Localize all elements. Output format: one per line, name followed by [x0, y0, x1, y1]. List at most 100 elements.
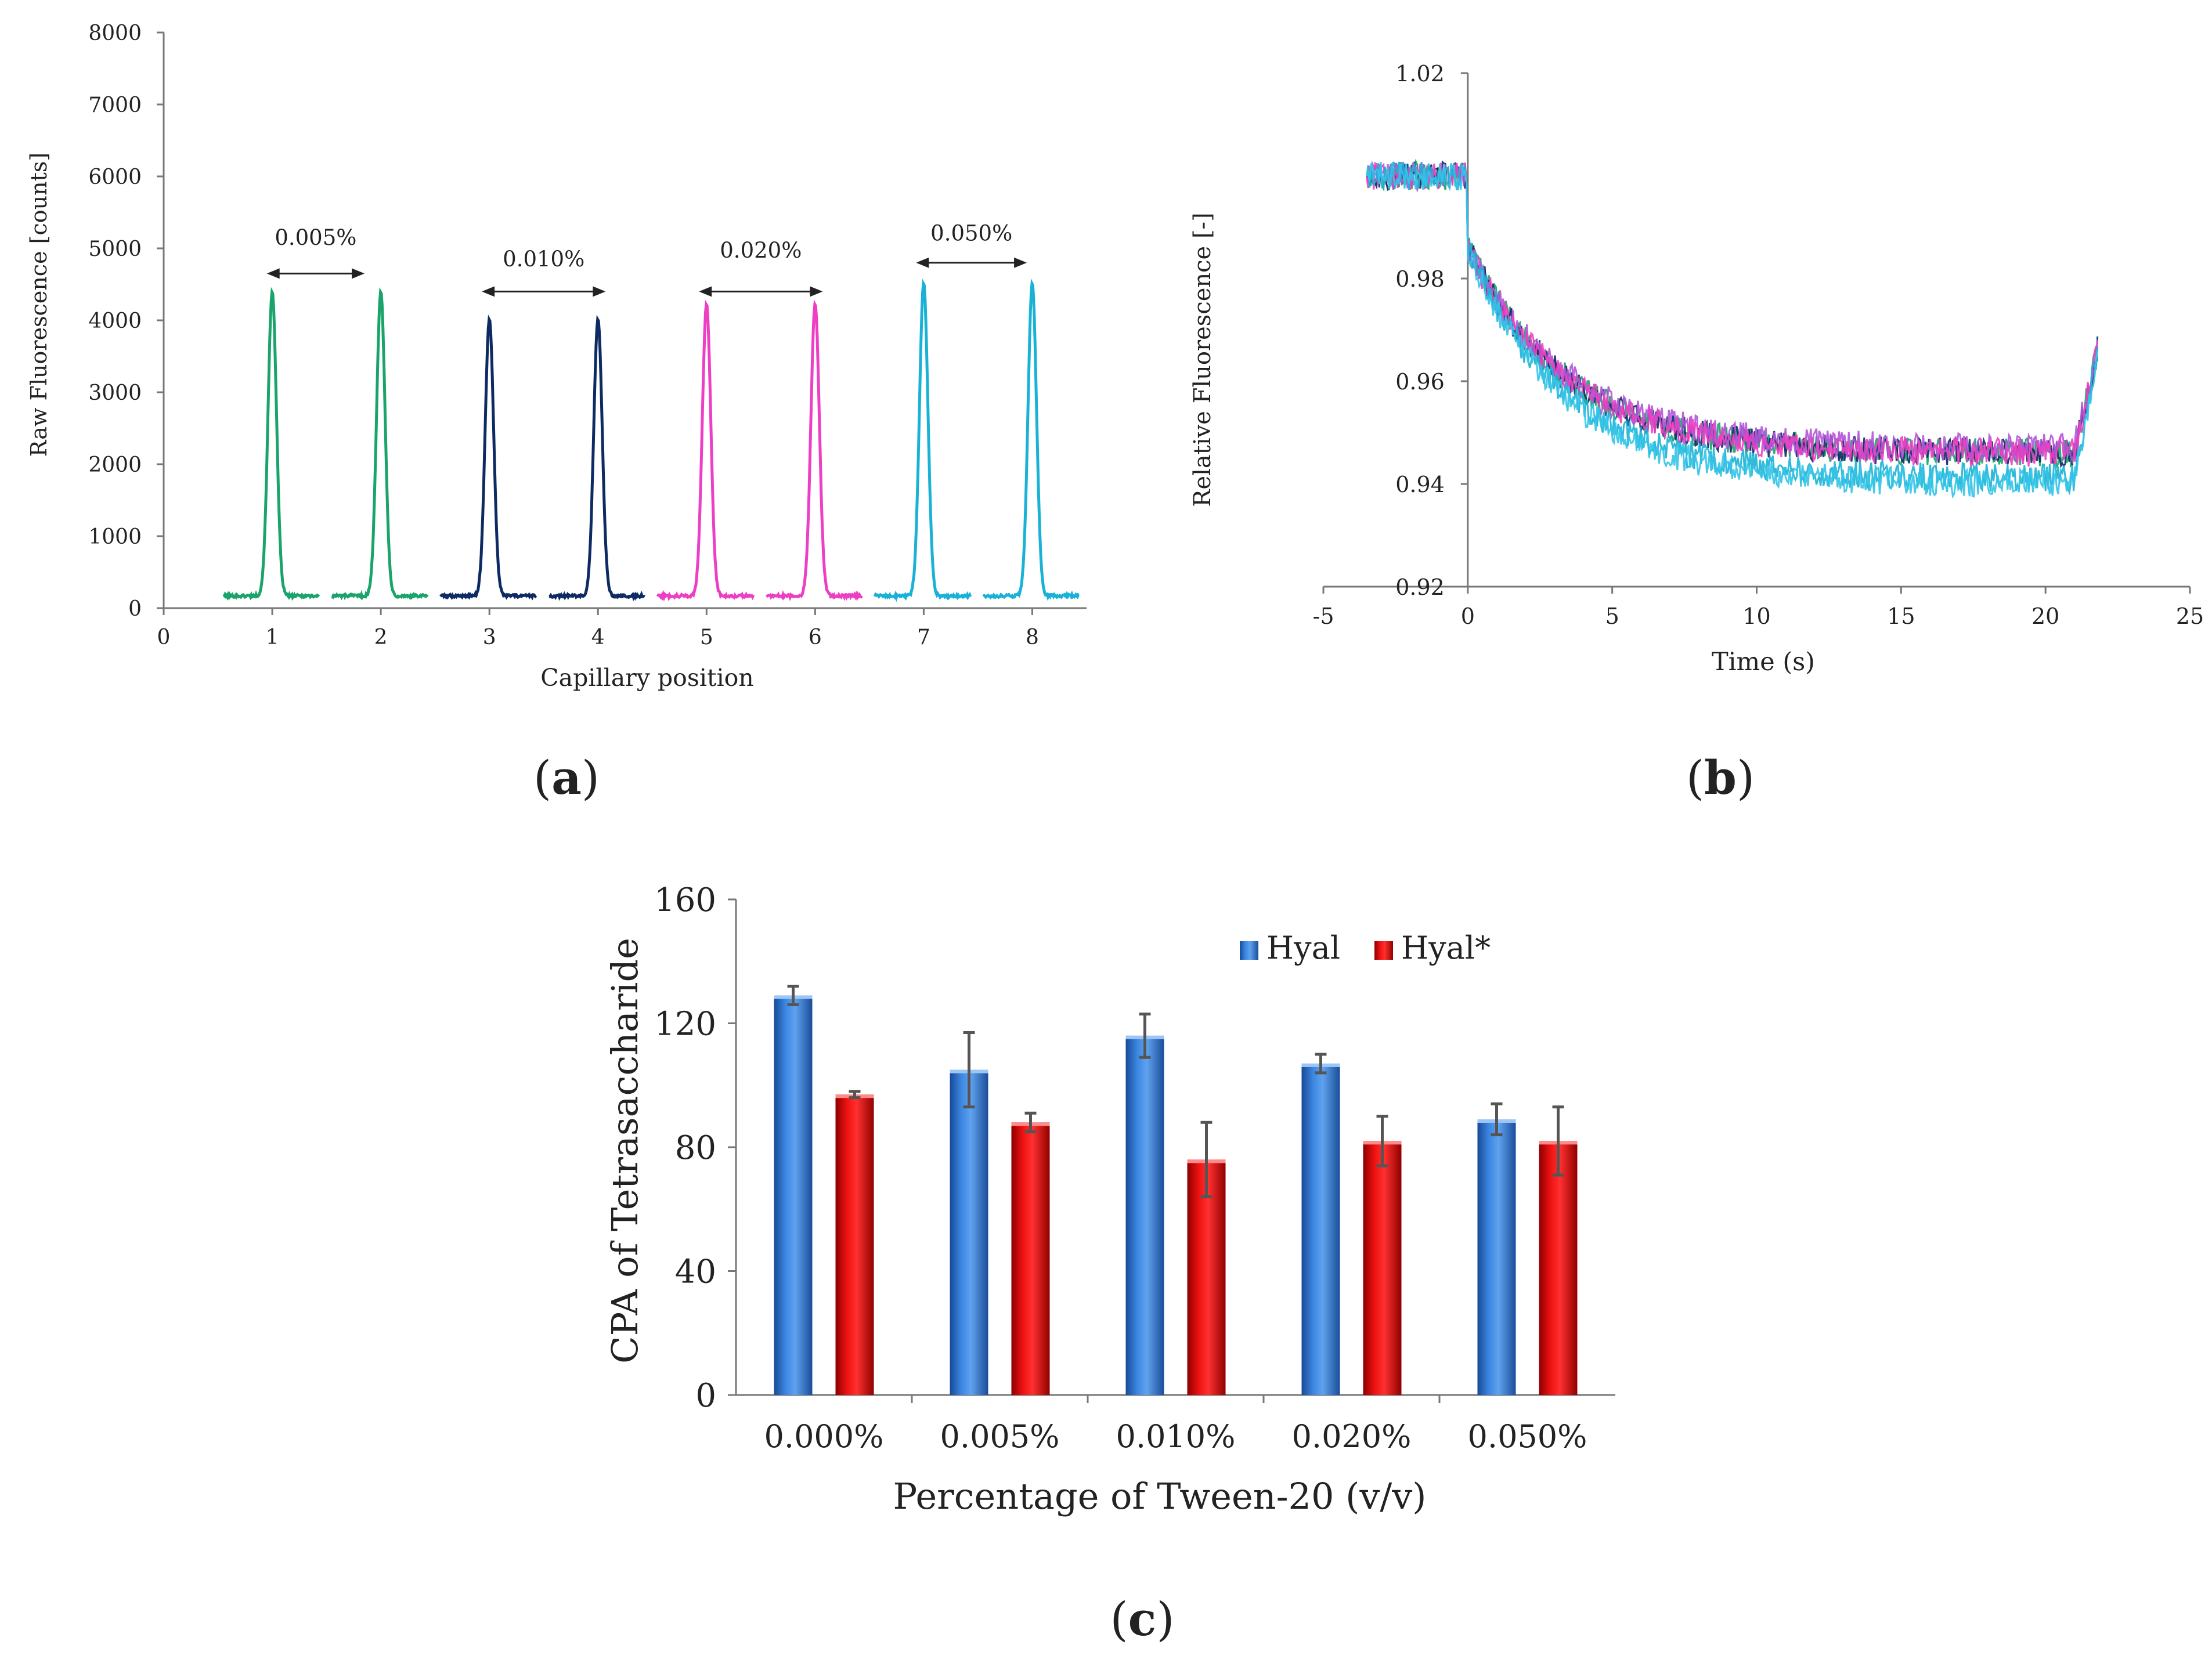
- caption-a: (a): [533, 750, 600, 805]
- caption-c: (c): [1110, 1592, 1174, 1646]
- panel-c-y-tick-label: 40: [675, 1253, 716, 1291]
- panel-b-y-tick-label: 0.98: [1395, 266, 1445, 292]
- panel-b-trace-2: [1366, 160, 2099, 468]
- panel-a-annotation-label: 0.005%: [275, 225, 356, 250]
- panel-b-y-tick-label: 0.96: [1395, 369, 1445, 395]
- panel-a-annotations: 0.005% 0.010% 0.020% 0.050%: [266, 221, 1027, 297]
- panel-b-trace-4: [1366, 161, 2099, 468]
- caption-c-letter: c: [1128, 1592, 1157, 1646]
- panel-c-chart: 0 40 80 120 160 0.000% 0.005% 0.010% 0.020% 0.050…: [604, 881, 1615, 1517]
- panel-b-x-tick-label: 25: [2176, 603, 2204, 629]
- panel-c-bar-hyal: [950, 1069, 988, 1395]
- panel-b-y-tick-label: 1.02: [1395, 61, 1445, 86]
- panel-c-bar-hyal-star: [1539, 1141, 1578, 1395]
- panel-b-x-tick-label: -5: [1312, 603, 1334, 629]
- panel-a-y-tick-label: 2000: [88, 453, 142, 477]
- panel-c-bar-hyal: [1301, 1063, 1340, 1395]
- panel-a-annotation-label: 0.020%: [720, 238, 802, 263]
- panel-a-peak-4: [549, 315, 645, 602]
- panel-a-y-tick-label: 1000: [88, 525, 142, 549]
- panel-a-arrowhead-right: [593, 286, 606, 297]
- panel-c-legend: Hyal Hyal*: [1240, 930, 1491, 966]
- panel-a-x-axis-label: Capillary position: [540, 664, 753, 692]
- panel-c-bar-hyal-star: [1187, 1159, 1226, 1395]
- panel-a-annotation-label: 0.050%: [930, 221, 1012, 245]
- panel-a-y-tick-label: 6000: [88, 165, 142, 189]
- panel-c-x-tick-label: 0.020%: [1292, 1418, 1412, 1455]
- panel-a-peak-2: [331, 287, 429, 601]
- panel-a-x-tick-label: 6: [809, 626, 822, 649]
- panel-b-x-tick-label: 5: [1605, 603, 1619, 629]
- panel-b-y-tick-label: 0.94: [1395, 472, 1445, 497]
- panel-c-tick-labels: 0 40 80 120 160 0.000% 0.005% 0.010% 0.020% 0.050…: [654, 881, 1587, 1455]
- panel-a-x-tick-label: 1: [266, 626, 279, 649]
- panel-a-arrowhead-left: [699, 286, 712, 297]
- panel-c-legend-swatch: [1240, 941, 1258, 960]
- panel-a-y-tick-label: 4000: [88, 309, 142, 333]
- panel-c-y-axis-label: CPA of Tetrasaccharide: [604, 938, 646, 1364]
- panel-c-y-tick-label: 120: [654, 1006, 716, 1043]
- caption-a-letter: a: [551, 750, 582, 805]
- panel-c-x-tick-label: 0.000%: [764, 1418, 884, 1455]
- panel-a-y-axis-label: Raw Fluorescence [counts]: [26, 153, 52, 457]
- panel-a-y-tick-label: 7000: [88, 93, 142, 117]
- panel-b-x-tick-label: 10: [1742, 603, 1770, 629]
- panel-a-tick-labels: 0 1000 2000 3000 4000 5000 6000 7000 8000 0 1 2 3 4 5 6…: [88, 21, 1039, 649]
- panel-c-bar-hyal-star: [835, 1094, 874, 1395]
- panel-c-x-axis-label: Percentage of Tween-20 (v/v): [893, 1475, 1427, 1517]
- panel-a-x-tick-label: 3: [483, 626, 496, 649]
- panel-a-peak-3: [439, 315, 537, 601]
- panel-b-y-axis-label: Relative Fluorescence [-]: [1189, 212, 1216, 507]
- panel-c-legend-label: Hyal*: [1401, 930, 1491, 966]
- panel-a-x-tick-label: 5: [700, 626, 713, 649]
- caption-b: (b): [1686, 750, 1755, 805]
- panel-a-peak-7: [873, 279, 972, 602]
- panel-a-y-tick-label: 3000: [88, 381, 142, 405]
- panel-c-y-tick-label: 160: [654, 881, 716, 919]
- panel-b-trace-1: [1366, 158, 2099, 469]
- panel-a-annotation-label: 0.010%: [503, 247, 584, 272]
- panel-a-arrowhead-right: [352, 268, 365, 279]
- panel-b-y-tick-label: 0.92: [1395, 574, 1445, 600]
- panel-b-x-tick-label: 15: [1887, 603, 1915, 629]
- panel-a-y-tick-label: 0: [128, 597, 142, 621]
- panel-b-trace-6: [1366, 162, 2099, 499]
- panel-a-series: [222, 278, 1080, 602]
- panel-c-y-tick-label: 80: [675, 1129, 716, 1167]
- panel-b-x-tick-label: 0: [1461, 603, 1475, 629]
- panel-a-peak-8: [982, 278, 1080, 601]
- panel-a-x-tick-label: 4: [591, 626, 605, 649]
- panel-a-arrowhead-left: [482, 286, 495, 297]
- panel-a-arrowhead-right: [810, 286, 823, 297]
- panel-c-bar-hyal: [774, 995, 813, 1395]
- panel-a-x-tick-label: 8: [1026, 626, 1039, 649]
- panel-b-axes: [1322, 72, 2191, 594]
- panel-a-x-tick-label: 0: [157, 626, 171, 649]
- panel-a-axes: [157, 31, 1087, 615]
- caption-b-letter: b: [1704, 750, 1737, 805]
- panel-c-legend-label: Hyal: [1266, 930, 1340, 966]
- panel-a-peak-1: [222, 287, 320, 601]
- panel-c-x-tick-label: 0.010%: [1116, 1418, 1236, 1455]
- panel-c-bar-hyal: [1125, 1035, 1164, 1395]
- panel-c-x-tick-label: 0.050%: [1468, 1418, 1587, 1455]
- panel-c-y-tick-label: 0: [695, 1377, 716, 1415]
- panel-b-trace-5: [1366, 161, 2099, 496]
- panel-a-y-tick-label: 8000: [88, 21, 142, 45]
- panel-c-legend-swatch: [1374, 941, 1393, 960]
- panel-a-chart: 0 1000 2000 3000 4000 5000 6000 7000 8000 0 1 2 3 4 5 6…: [26, 21, 1087, 692]
- panel-a-x-tick-label: 2: [374, 626, 388, 649]
- panel-c-bar-hyal-star: [1011, 1122, 1050, 1395]
- panel-a-y-tick-label: 5000: [88, 237, 142, 261]
- panel-a-x-tick-label: 7: [917, 626, 930, 649]
- panel-a-peak-5: [656, 299, 755, 602]
- panel-a-arrowhead-left: [266, 268, 280, 279]
- panel-b-trace-3: [1366, 160, 2099, 464]
- panel-b-series: [1366, 158, 2099, 499]
- panel-c-bars: [774, 984, 1578, 1395]
- panel-c-x-tick-label: 0.005%: [940, 1418, 1060, 1455]
- panel-b-x-tick-label: 20: [2031, 603, 2059, 629]
- panel-a-arrowhead-left: [916, 257, 929, 268]
